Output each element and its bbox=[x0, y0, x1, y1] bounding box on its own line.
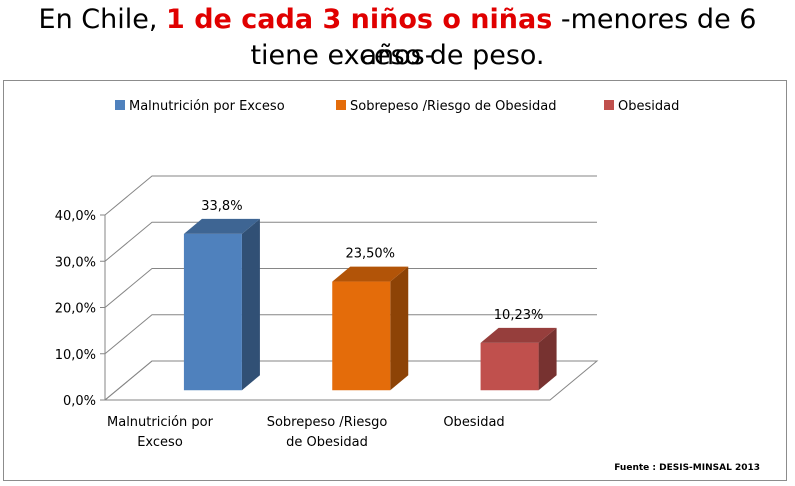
y-tick-label-4: 40,0% bbox=[55, 209, 96, 224]
y-tick-label-1: 10,0% bbox=[55, 348, 96, 363]
bar-2 bbox=[332, 281, 391, 391]
gridline-0 bbox=[104, 360, 597, 401]
bar-3 bbox=[480, 342, 539, 391]
bar-3-side bbox=[538, 327, 557, 391]
bar-1-top bbox=[183, 218, 260, 234]
page-title-line-2: tiene exceso de peso. bbox=[250, 40, 545, 71]
legend-swatch-3 bbox=[604, 100, 614, 110]
x-tick-label-2-line-2: de Obesidad bbox=[286, 435, 368, 450]
bar-1 bbox=[183, 233, 242, 391]
legend-label-3: Obesidad bbox=[618, 99, 679, 114]
bar-2-side bbox=[390, 266, 409, 391]
bar-3-top bbox=[480, 327, 557, 343]
gridline-2 bbox=[104, 268, 597, 308]
y-tick-label-3: 30,0% bbox=[55, 255, 96, 270]
x-tick-label-1-line-2: Exceso bbox=[137, 435, 183, 450]
title-highlight: 1 de cada 3 niños o niñas bbox=[166, 4, 553, 35]
gridline-3 bbox=[104, 221, 597, 262]
legend-swatch-2 bbox=[336, 100, 346, 110]
page-title-line-1: En Chile, 1 de cada 3 niños o niñas -men… bbox=[0, 2, 795, 74]
bar-1-side bbox=[241, 218, 260, 391]
x-tick-label-2-line-1: Sobrepeso /Riesgo bbox=[267, 415, 388, 430]
legend-label-2: Sobrepeso /Riesgo de Obesidad bbox=[350, 99, 556, 114]
y-tick-label-2: 20,0% bbox=[55, 302, 96, 317]
legend-swatch-1 bbox=[115, 100, 125, 110]
x-tick-label-3-line-1: Obesidad bbox=[443, 415, 504, 430]
bar-2-top bbox=[332, 266, 409, 282]
gridline-4 bbox=[104, 175, 597, 216]
title-suffix: -menores de 6 años- bbox=[360, 4, 757, 71]
title-prefix: En Chile, bbox=[38, 4, 167, 35]
x-tick-label-1-line-1: Malnutrición por bbox=[107, 415, 214, 430]
gridline-1 bbox=[104, 314, 597, 355]
back-wall bbox=[105, 176, 597, 215]
data-label-3: 10,23% bbox=[494, 308, 544, 323]
data-label-1: 33,8% bbox=[201, 199, 242, 214]
legend-label-1: Malnutrición por Exceso bbox=[129, 99, 285, 114]
y-tick-label-0: 0,0% bbox=[63, 394, 96, 409]
data-label-2: 23,50% bbox=[345, 247, 395, 262]
source-note: Fuente : DESIS-MINSAL 2013 bbox=[614, 463, 760, 473]
